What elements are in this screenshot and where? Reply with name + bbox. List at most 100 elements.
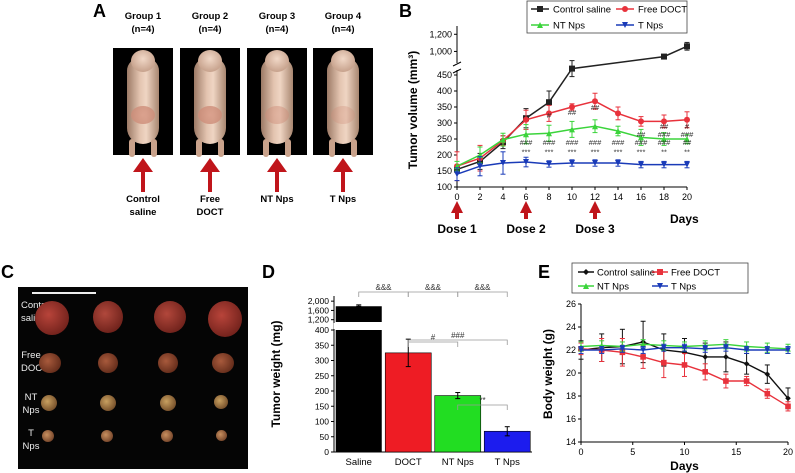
y-tick-label: 200: [437, 150, 452, 160]
data-point: [661, 344, 667, 351]
dose-label: Dose 3: [575, 222, 615, 236]
data-point: [661, 53, 667, 60]
panel-label-d: D: [262, 262, 275, 282]
arrow-up-icon: [133, 158, 153, 192]
data-point: [743, 378, 750, 384]
bar-break-gap: [333, 323, 384, 329]
data-point: [661, 161, 667, 168]
data-point: [684, 136, 690, 142]
dose-label: Dose 1: [437, 222, 477, 236]
dose-arrow-shaft: [455, 212, 459, 219]
panel-e-body-weight-chart: 14 16 18 20 22 24 26 0 5 10 15 20 Body weight (g) Day…: [541, 262, 793, 473]
series-line-0: [456, 45, 688, 171]
legend-marker: [657, 269, 663, 275]
x-tick-label: 6: [523, 192, 528, 202]
legend-label: Control saline: [597, 268, 655, 279]
data-point: [500, 136, 506, 143]
y-tick-label: 300: [437, 118, 452, 128]
significance-label: ###: [451, 331, 465, 340]
x-tick-label: 0: [578, 447, 583, 457]
data-point: [764, 347, 771, 353]
data-point: [615, 160, 621, 166]
x-tick-label: 4: [500, 192, 505, 202]
arrow-up-icon: [267, 158, 287, 192]
data-point: [661, 118, 667, 125]
y-tick-label: 100: [315, 417, 329, 427]
significance-bracket: [407, 339, 508, 345]
group-3-label: NT Nps: [260, 194, 294, 205]
significance-label: #: [685, 122, 690, 131]
y-axis-title: Body weight (g): [541, 329, 555, 419]
arrow-up-icon: [333, 158, 353, 192]
significance-label: **: [661, 147, 667, 156]
data-point: [477, 163, 483, 170]
dose-arrow-icon: [520, 201, 532, 213]
tumor-sample: [216, 430, 227, 441]
significance-label: ***: [568, 147, 577, 156]
data-point: [681, 344, 688, 351]
data-point: [578, 347, 584, 353]
x-tick-label: 12: [590, 192, 600, 202]
data-point: [764, 371, 771, 377]
y-tick-label: 300: [315, 356, 329, 366]
significance-label: ###: [635, 138, 648, 147]
data-point: [569, 65, 575, 72]
bar-2: [434, 395, 482, 453]
y-tick-label: 150: [315, 401, 329, 411]
significance-label: ##: [637, 130, 646, 139]
y-tick-label: 22: [566, 345, 576, 355]
mouse-photo-control: [113, 48, 173, 157]
panel-a: Group 1 (n=4) Group 2 (n=4) Group 3 (n=4) G…: [0, 0, 395, 260]
panel-label-c: C: [1, 262, 14, 282]
significance-label: &&&: [375, 283, 392, 292]
significance-label: ***: [545, 147, 554, 156]
significance-label: ##: [591, 103, 600, 112]
panel-c-tumor-photo: Control saline Free DOCT NT Nps T Nps: [18, 287, 248, 469]
x-tick-label: NT Nps: [442, 457, 474, 468]
y-tick-label: 26: [566, 299, 576, 309]
tumor-sample: [41, 395, 57, 411]
significance-label: ###: [658, 138, 671, 147]
y-tick-label: 250: [437, 134, 452, 144]
tumor-sample: [39, 353, 61, 373]
bar-1: [384, 352, 432, 453]
data-point: [661, 136, 667, 142]
y-tick-label: 2,000: [308, 296, 330, 306]
x-tick-label: 10: [679, 447, 689, 457]
mouse-photo-nt-nps: [247, 48, 307, 157]
group-1-label: Control saline: [126, 194, 160, 218]
y-tick-label: 1,000: [429, 46, 452, 56]
data-point: [764, 390, 771, 397]
x-tick-label: T Nps: [495, 457, 520, 468]
x-tick-label: 20: [682, 192, 692, 202]
data-point: [785, 347, 791, 353]
y-tick-label: 350: [315, 340, 329, 350]
significance-label: **: [479, 396, 485, 405]
tumor-sample: [101, 430, 113, 442]
legend-label: Control saline: [553, 5, 611, 16]
significance-label: &&&: [474, 283, 491, 292]
data-point: [569, 126, 575, 133]
y-tick-label: 16: [566, 414, 576, 424]
legend-marker: [537, 22, 543, 28]
panel-label-a: A: [93, 1, 106, 21]
significance-bracket: [407, 341, 459, 347]
data-point: [523, 116, 529, 123]
y-tick-label: 450: [437, 70, 452, 80]
y-tick-label: 350: [437, 102, 452, 112]
mouse-photo-free-doct: [180, 48, 240, 157]
y-tick-label: 400: [315, 325, 329, 335]
significance-label: ###: [543, 138, 556, 147]
x-tick-label: 14: [613, 192, 623, 202]
data-point: [569, 104, 575, 110]
data-point: [523, 131, 529, 138]
data-point: [592, 123, 598, 130]
panel-a-arrows: [133, 158, 353, 192]
significance-label: ***: [522, 147, 531, 156]
legend-label: Free DOCT: [638, 5, 687, 16]
data-point: [684, 116, 690, 123]
data-point: [569, 160, 575, 166]
x-tick-label: DOCT: [395, 457, 422, 468]
legend-marker: [622, 22, 628, 28]
